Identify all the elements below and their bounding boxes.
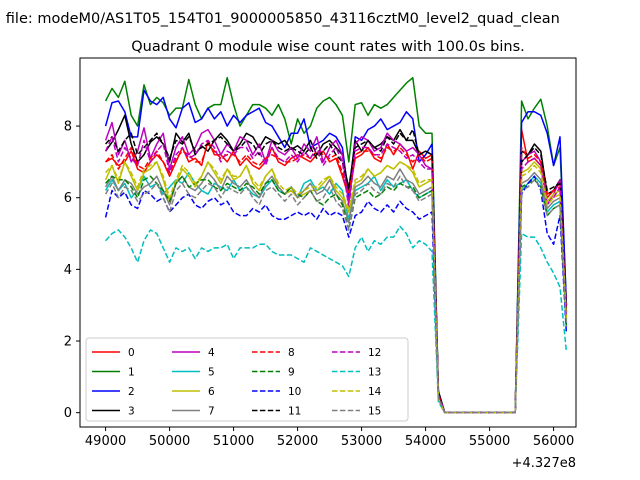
legend-label: 15	[368, 406, 381, 418]
x-tick-label: 49000	[85, 434, 126, 449]
series-line-14	[105, 161, 568, 414]
x-axis-offset-label: +4.327e8	[512, 456, 576, 471]
legend-label: 14	[368, 386, 382, 398]
x-tick-label: 52000	[277, 434, 318, 449]
y-tick-label: 8	[64, 120, 72, 135]
legend-label: 6	[208, 386, 215, 398]
legend-label: 3	[128, 406, 135, 418]
legend-label: 7	[208, 406, 215, 418]
legend-label: 0	[128, 347, 135, 359]
series-line-15	[104, 175, 568, 414]
legend-label: 10	[288, 386, 301, 398]
legend-label: 5	[208, 367, 215, 379]
legend-label: 1	[128, 367, 135, 379]
chart-title: Quadrant 0 module wise count rates with …	[131, 39, 525, 55]
x-tick-label: 51000	[213, 434, 254, 449]
x-tick-label: 56000	[533, 434, 574, 449]
legend-label: 13	[368, 367, 381, 379]
x-tick-label: 50000	[149, 434, 190, 449]
figure-suptitle: n file: modeM0/AS1T05_154T01_9000005850_…	[0, 11, 560, 27]
legend-label: 2	[128, 386, 135, 398]
y-tick-label: 0	[64, 406, 72, 421]
legend-label: 11	[288, 406, 301, 418]
legend-label: 9	[288, 367, 295, 379]
y-tick-label: 2	[64, 335, 72, 350]
series-lines	[104, 76, 568, 414]
x-tick-label: 55000	[469, 434, 510, 449]
y-tick-label: 6	[64, 191, 72, 206]
series-line-13	[105, 225, 568, 414]
legend-box	[85, 337, 409, 422]
legend-label: 12	[368, 347, 381, 359]
plot-border	[79, 57, 577, 428]
x-tick-label: 54000	[405, 434, 446, 449]
legend-label: 4	[208, 347, 215, 359]
x-tick-label: 53000	[341, 434, 382, 449]
y-tick-label: 4	[64, 263, 72, 278]
legend-label: 8	[288, 347, 295, 359]
y-axis: 0 2 4 6 8	[64, 120, 80, 421]
x-axis: 49000 50000 51000 52000 53000 54000 55000 56000	[85, 427, 574, 449]
